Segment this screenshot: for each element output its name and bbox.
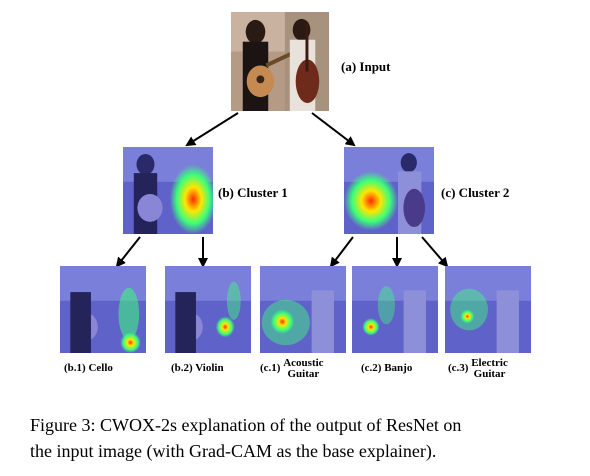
banjo-heatmap	[352, 266, 438, 353]
cello-heatmap	[60, 266, 146, 353]
cluster1-label: (b) Cluster 1	[218, 186, 288, 200]
acoustic-guitar-heatmap	[260, 266, 346, 353]
electric-guitar-prefix: (c.3)	[448, 362, 468, 374]
cluster2-label: (c) Cluster 2	[441, 186, 509, 200]
input-image	[231, 12, 329, 111]
electric-guitar-line2: Guitar	[471, 369, 508, 380]
acoustic-guitar-prefix: (c.1)	[260, 362, 280, 374]
electric-guitar-label: (c.3) Electric Guitar	[448, 358, 508, 380]
input-label: (a) Input	[341, 60, 391, 74]
caption-line-2: the input image (with Grad-CAM as the ba…	[30, 438, 580, 464]
acoustic-guitar-name: Acoustic Guitar	[283, 358, 323, 380]
acoustic-guitar-label: (c.1) Acoustic Guitar	[260, 358, 324, 380]
figure-caption: Figure 3: CWOX-2s explanation of the out…	[30, 412, 580, 464]
arrow-cluster2-to-acoustic	[331, 237, 353, 266]
violin-heatmap	[165, 266, 251, 353]
arrow-input-to-cluster2	[312, 113, 354, 145]
arrow-cluster2-to-electric	[422, 237, 447, 266]
arrow-cluster1-to-cello	[117, 237, 140, 266]
cluster1-heatmap	[123, 147, 213, 234]
electric-guitar-name: Electric Guitar	[471, 358, 508, 380]
cello-label: (b.1) Cello	[64, 363, 113, 374]
acoustic-guitar-line2: Guitar	[283, 369, 323, 380]
electric-guitar-heatmap	[445, 266, 531, 353]
arrow-input-to-cluster1	[187, 113, 238, 145]
caption-line-1: Figure 3: CWOX-2s explanation of the out…	[30, 412, 580, 438]
cluster2-heatmap	[344, 147, 434, 234]
banjo-label: (c.2) Banjo	[361, 363, 412, 374]
violin-label: (b.2) Violin	[171, 363, 224, 374]
